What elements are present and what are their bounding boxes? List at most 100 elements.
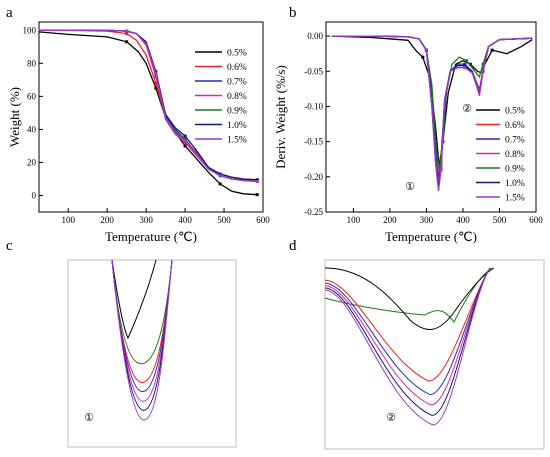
panel-a-legend-label: 0.8%	[227, 92, 247, 102]
panel-b-series-marker	[481, 62, 485, 66]
panel-b-xtick-label: 400	[456, 215, 470, 225]
panel-a-series-marker	[218, 174, 222, 178]
panel-d-curve	[324, 267, 491, 416]
panel-a-xtick-label: 500	[217, 215, 231, 225]
panel-a-ytick-label: 60	[27, 91, 37, 101]
panel-a-ytick-label: 40	[27, 124, 37, 134]
panel-b-legend: 0.5% 0.6% 0.7% 0.8% 0.9% 1.0% 1.5%	[476, 107, 525, 204]
panel-d-frame	[324, 259, 545, 450]
panel-a-series-marker	[154, 86, 158, 90]
panel-b-legend-label: 0.8%	[505, 150, 525, 160]
panel-b-xlabel: Temperature (℃)	[385, 229, 477, 244]
panel-a-xtick-label: 400	[178, 215, 192, 225]
panel-b-series-marker	[463, 66, 467, 70]
panel-a-xtick-label: 100	[61, 215, 75, 225]
panel-a-xtick-label: 600	[256, 215, 270, 225]
panel-a-legend-label: 0.9%	[227, 107, 247, 117]
panel-b-series-marker	[463, 64, 467, 68]
panel-a-ytick-label: 80	[27, 58, 37, 68]
panel-c-zoom-peak1: ①	[67, 259, 237, 448]
panel-letter-c: c	[6, 238, 13, 254]
panel-b-xtick-label: 300	[420, 215, 434, 225]
panel-a-legend-label: 1.5%	[227, 136, 247, 146]
panel-b-xtick-label: 500	[493, 215, 507, 225]
panel-b-ticks: 100 200 300 400 500 600 0.00 -0.05 -0.10 -0.15 -0.…	[304, 31, 543, 225]
panel-b-series-marker	[468, 62, 472, 66]
panel-letter-b: b	[289, 5, 297, 21]
panel-d-zoom-peak2: ②	[324, 259, 545, 450]
panel-a-ylabel: Weight (%)	[7, 87, 22, 147]
panel-a-series-marker	[183, 141, 187, 145]
panel-d-curves	[324, 267, 495, 426]
panel-letter-a: a	[6, 5, 13, 21]
panel-a-series-marker	[218, 172, 222, 176]
panel-a-series-marker	[125, 40, 129, 44]
panel-a-legend: 0.5% 0.6% 0.7% 0.8% 0.9% 1.0% 1.5%	[195, 49, 247, 146]
panel-b-series-marker	[465, 59, 469, 63]
panel-a-series-marker	[255, 178, 259, 182]
panel-d-curve	[324, 267, 493, 323]
panel-b-ytick-label: 0.00	[307, 31, 323, 41]
panel-b-ytick-label: -0.05	[304, 66, 323, 76]
panel-a-series-line	[39, 29, 258, 183]
panel-a-frame	[38, 21, 264, 213]
panel-b-dtg: 100 200 300 400 500 600 0.00 -0.05 -0.10 -0.15 -0.…	[273, 21, 543, 244]
panel-a-series-marker	[183, 137, 187, 141]
panel-a-ytick-label: 0	[32, 190, 37, 200]
panel-b-legend-label: 0.7%	[505, 136, 525, 146]
panel-a-xtick-label: 200	[100, 215, 114, 225]
panel-b-legend-label: 0.9%	[505, 165, 525, 175]
panel-b-series	[331, 35, 533, 191]
panel-a-series-marker	[183, 139, 187, 143]
panel-a-ytick-label: 20	[27, 157, 37, 167]
panel-a-series-marker	[125, 29, 129, 33]
panel-d-curve	[324, 267, 491, 426]
panel-b-legend-label: 1.5%	[505, 194, 525, 204]
panel-letter-d: d	[289, 238, 297, 254]
panel-b-series-marker	[424, 48, 428, 52]
panel-a-series	[38, 29, 259, 197]
panel-a-series-marker	[154, 71, 158, 75]
panel-b-series-marker	[421, 55, 425, 59]
panel-a-series-marker	[183, 144, 187, 148]
panel-a-legend-label: 1.0%	[227, 121, 247, 131]
panel-d-curve	[324, 267, 495, 330]
panel-b-peak1-label: ①	[405, 181, 415, 193]
panel-a-series-marker	[183, 134, 187, 138]
panel-a-legend-label: 0.6%	[227, 63, 247, 73]
panel-a-series-marker	[218, 182, 222, 186]
panel-c-curves	[111, 259, 173, 421]
panel-a-series-marker	[154, 75, 158, 79]
panel-a-xtick-label: 300	[139, 215, 153, 225]
panel-a-legend-label: 0.7%	[227, 78, 247, 88]
panel-b-ytick-label: -0.10	[304, 101, 323, 111]
panel-b-xtick-label: 100	[347, 215, 361, 225]
panel-a-series-line	[38, 31, 258, 196]
panel-b-ytick-label: -0.25	[304, 207, 323, 217]
panel-b-xtick-label: 200	[383, 215, 397, 225]
panel-b-ytick-label: -0.20	[304, 172, 323, 182]
panel-b-legend-label: 0.6%	[505, 121, 525, 131]
panel-c-curve	[111, 259, 173, 421]
panel-a-series-line	[39, 29, 258, 183]
panel-a-series-marker	[255, 193, 259, 197]
panel-c-peak-label: ①	[84, 412, 94, 424]
panel-b-xtick-label: 600	[529, 215, 543, 225]
panel-a-xlabel: Temperature (℃)	[105, 229, 197, 244]
panel-d-peak-label: ②	[386, 412, 396, 424]
panel-d-curve	[324, 267, 491, 406]
panel-c-frame	[67, 259, 237, 448]
panel-b-ylabel: Deriv. Weight (%/s)	[273, 65, 288, 169]
panel-a-ticks: 100 200 300 400 500 600 0 20 40 60 80 100	[23, 25, 271, 225]
panel-a-ytick-label: 100	[23, 25, 37, 35]
panel-b-series-line	[331, 35, 533, 167]
panel-a-series-marker	[154, 81, 158, 85]
panel-b-legend-label: 0.5%	[505, 107, 525, 117]
panel-d-curve	[324, 267, 491, 382]
panel-b-legend-label: 1.0%	[505, 179, 525, 189]
panel-a-series-marker	[255, 179, 259, 183]
panel-b-series-marker	[490, 48, 494, 52]
